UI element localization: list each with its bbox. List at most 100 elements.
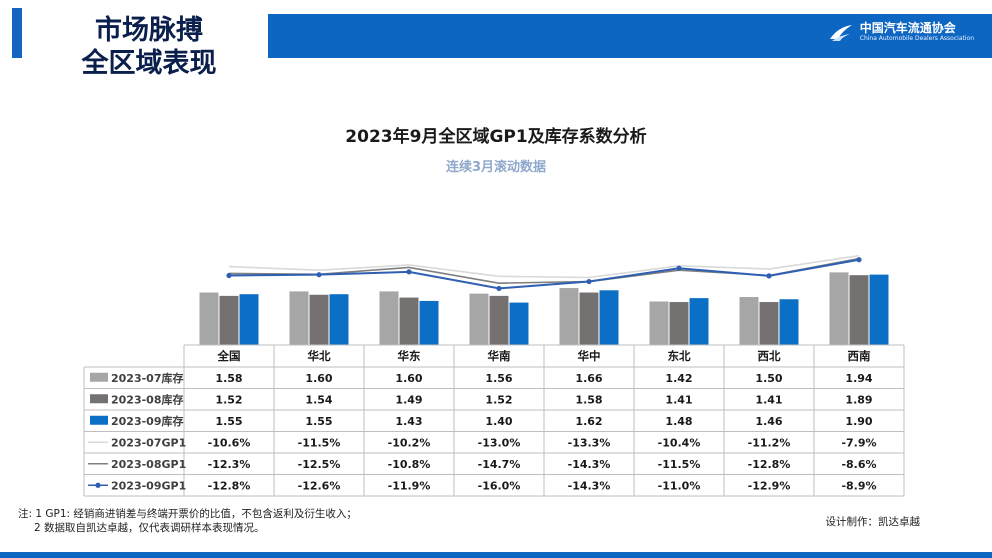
bar-2023-08库存-全国: [219, 295, 239, 345]
footnote-1: 注: 1 GP1: 经销商进销差与终端开票价的比值，不包含返利及衍生收入；: [18, 508, 357, 520]
bar-2023-09库存-西北: [779, 299, 799, 345]
data-label-2023-08GP1-华东: -10.8%: [388, 458, 431, 471]
point-2023-09GP1-全国: [226, 272, 232, 279]
data-label-2023-07库存-西北: 1.50: [755, 372, 782, 385]
data-label-2023-08库存-东北: 1.41: [665, 393, 692, 406]
data-label-2023-07库存-东北: 1.42: [665, 372, 692, 385]
bar-2023-09库存-全国: [239, 294, 259, 345]
data-label-2023-09库存-华中: 1.62: [575, 415, 602, 428]
legend-key-2023-07库存: [90, 372, 108, 382]
header-banner: [268, 14, 992, 58]
point-2023-09GP1-西北: [766, 273, 772, 279]
bar-2023-09库存-西南: [869, 274, 889, 345]
data-label-2023-09GP1-西南: -8.9%: [841, 479, 876, 492]
association-logo: 中国汽车流通协会 China Automobile Dealers Associ…: [828, 22, 974, 43]
data-label-2023-07GP1-华东: -10.2%: [388, 436, 431, 449]
data-label-2023-09库存-华南: 1.40: [485, 415, 512, 428]
data-label-2023-08库存-华中: 1.58: [575, 393, 602, 406]
bar-2023-07库存-西南: [829, 272, 849, 345]
page-title: 市场脉搏 全区域表现: [44, 14, 254, 80]
page-title-line1: 市场脉搏: [95, 15, 203, 46]
data-label-2023-07库存-全国: 1.58: [215, 372, 242, 385]
bar-2023-09库存-华北: [329, 294, 349, 345]
bar-2023-09库存-华南: [509, 302, 529, 345]
legend-marker-2023-09GP1: [95, 482, 101, 488]
data-label-2023-07GP1-西北: -11.2%: [748, 436, 791, 449]
line-2023-08GP1: [228, 257, 860, 284]
data-label-2023-09库存-全国: 1.55: [215, 415, 242, 428]
header-accent-bar: [12, 8, 22, 58]
data-label-2023-09GP1-华东: -11.9%: [388, 479, 431, 492]
cada-logo-icon: [829, 24, 852, 41]
point-2023-09GP1-华南: [496, 285, 502, 292]
legend-label-2023-07GP1: 2023-07GP1: [111, 436, 186, 449]
category-label-华北: 华北: [308, 349, 331, 363]
category-label-华东: 华东: [398, 349, 421, 363]
legend-label-2023-08GP1: 2023-08GP1: [111, 458, 186, 471]
data-label-2023-07GP1-华南: -13.0%: [478, 436, 521, 449]
bar-2023-08库存-西南: [849, 275, 869, 345]
footnote-2: 2 数据取自凯达卓越，仅代表调研样本表现情况。: [34, 522, 265, 534]
point-2023-09GP1-西南: [856, 257, 862, 263]
data-label-2023-07GP1-西南: -7.9%: [841, 436, 876, 449]
data-label-2023-07库存-西南: 1.94: [845, 372, 872, 385]
data-label-2023-09GP1-华北: -12.6%: [298, 479, 341, 492]
data-label-2023-08GP1-华中: -14.3%: [568, 458, 611, 471]
data-label-2023-07GP1-华中: -13.3%: [568, 436, 611, 449]
bar-2023-07库存-华南: [469, 293, 489, 345]
data-label-2023-09库存-东北: 1.48: [665, 415, 692, 428]
data-label-2023-08库存-西北: 1.41: [755, 393, 782, 406]
data-label-2023-09GP1-东北: -11.0%: [658, 479, 701, 492]
footer-bar: [0, 552, 992, 558]
bar-2023-08库存-西北: [759, 302, 779, 345]
bar-2023-07库存-西北: [739, 297, 759, 345]
data-label-2023-07库存-华南: 1.56: [485, 372, 512, 385]
legend-label-2023-08库存: 2023-08库存: [111, 392, 184, 406]
bar-2023-07库存-华中: [559, 288, 579, 345]
bar-2023-07库存-华北: [289, 291, 309, 345]
logo-cn-text: 中国汽车流通协会: [859, 21, 956, 35]
point-2023-09GP1-华北: [316, 272, 322, 278]
data-label-2023-08GP1-东北: -11.5%: [658, 458, 701, 471]
legend-label-2023-07库存: 2023-07库存: [111, 371, 184, 385]
data-label-2023-08GP1-华南: -14.7%: [478, 458, 521, 471]
category-label-华南: 华南: [488, 349, 511, 363]
bar-2023-09库存-华东: [419, 300, 439, 345]
line-2023-09GP1: [228, 258, 860, 290]
data-label-2023-09GP1-全国: -12.8%: [208, 479, 251, 492]
legend-label-2023-09GP1: 2023-09GP1: [111, 479, 186, 492]
chart-subtitle: 连续3月滚动数据: [445, 160, 547, 175]
data-label-2023-08库存-全国: 1.52: [215, 393, 242, 406]
bar-2023-09库存-东北: [689, 298, 709, 345]
category-label-全国: 全国: [217, 349, 241, 363]
data-label-2023-08GP1-西北: -12.8%: [748, 458, 791, 471]
data-label-2023-09库存-西南: 1.90: [845, 415, 872, 428]
bar-2023-08库存-华东: [399, 297, 419, 345]
point-2023-09GP1-东北: [676, 265, 682, 271]
bar-2023-09库存-华中: [599, 290, 619, 345]
bar-2023-07库存-东北: [649, 301, 669, 345]
data-label-2023-09库存-西北: 1.46: [755, 415, 782, 428]
data-label-2023-08库存-华南: 1.52: [485, 393, 512, 406]
bar-2023-08库存-东北: [669, 302, 689, 345]
data-label-2023-08GP1-全国: -12.3%: [208, 458, 251, 471]
data-label-2023-08库存-华东: 1.49: [395, 393, 422, 406]
design-credit: 设计制作：凯达卓越: [825, 516, 921, 528]
data-label-2023-07GP1-全国: -10.6%: [208, 436, 251, 449]
bar-2023-07库存-全国: [199, 292, 219, 345]
bar-2023-07库存-华东: [379, 291, 399, 345]
data-label-2023-07库存-华北: 1.60: [305, 372, 332, 385]
data-label-2023-09GP1-华南: -16.0%: [478, 479, 521, 492]
point-2023-09GP1-华东: [406, 269, 412, 275]
data-label-2023-08GP1-华北: -12.5%: [298, 458, 341, 471]
category-label-西北: 西北: [758, 349, 781, 363]
point-2023-09GP1-华中: [586, 278, 592, 285]
data-label-2023-08库存-西南: 1.89: [845, 393, 872, 406]
legend-key-2023-08库存: [90, 394, 108, 404]
data-label-2023-09库存-华东: 1.43: [395, 415, 422, 428]
footnotes: 注: 1 GP1: 经销商进销差与终端开票价的比值，不包含返利及衍生收入； 2 …: [18, 507, 357, 535]
bar-2023-08库存-华南: [489, 295, 509, 345]
line-2023-07GP1: [228, 254, 860, 279]
bar-2023-08库存-华北: [309, 294, 329, 345]
legend-key-2023-09库存: [90, 415, 108, 425]
